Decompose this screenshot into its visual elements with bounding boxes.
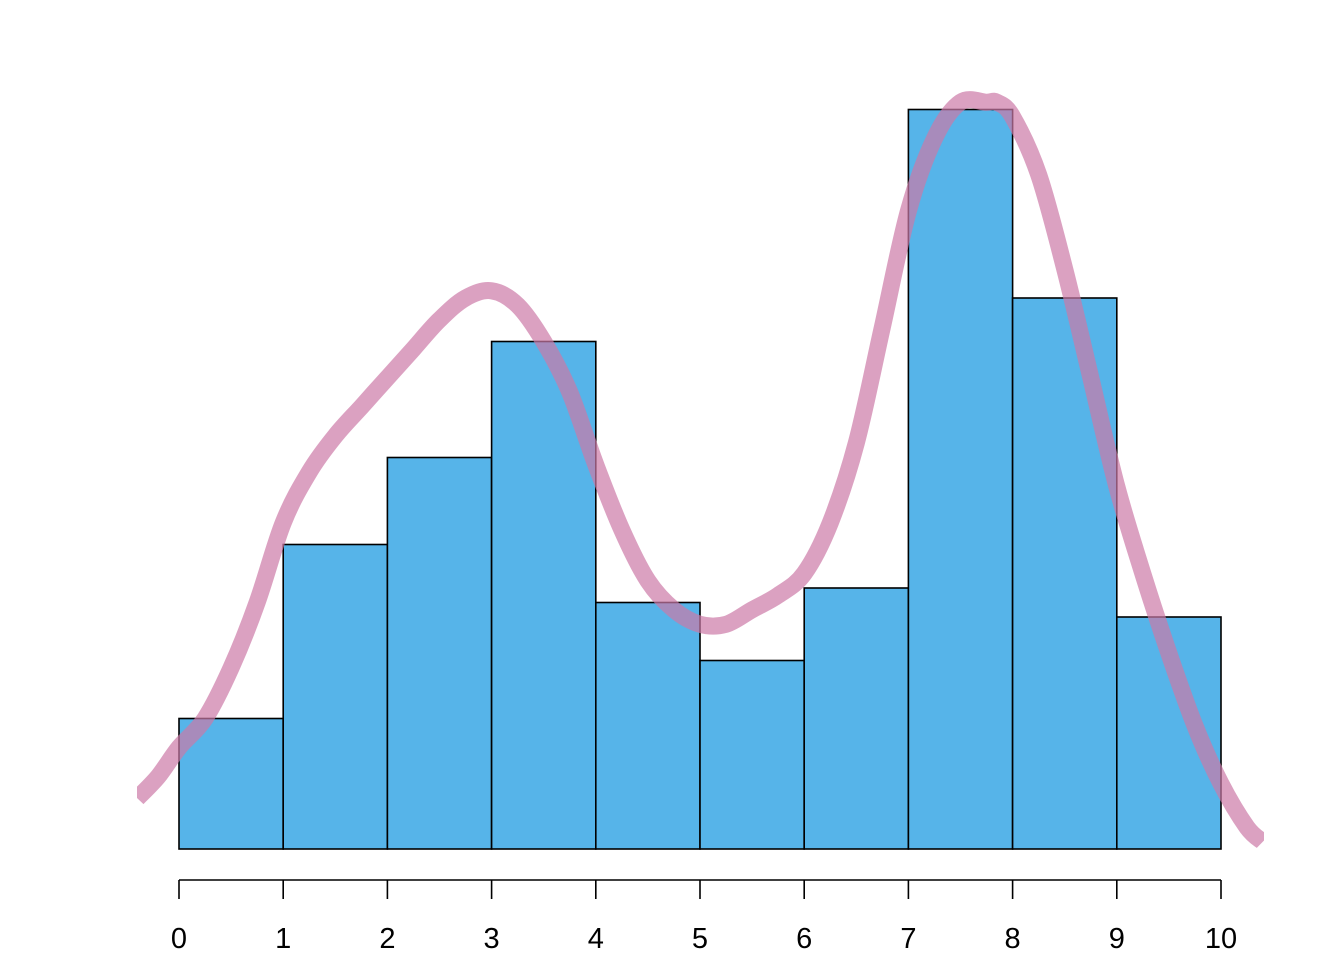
histogram-bar-7 (907, 108, 1014, 850)
x-tick-label-2: 2 (379, 923, 395, 955)
histogram-bar-4 (594, 601, 701, 850)
histogram-bar-5 (699, 659, 805, 850)
x-tick-label-10: 10 (1205, 923, 1237, 955)
x-tick-label-4: 4 (588, 923, 604, 955)
x-tick-label-9: 9 (1109, 923, 1125, 955)
density-curve (137, 91, 1264, 849)
x-tick-label-7: 7 (900, 923, 916, 955)
density-curve-layer (137, 91, 1264, 849)
x-tick-label-0: 0 (171, 923, 187, 955)
x-tick-label-6: 6 (796, 923, 812, 955)
histogram-bars (178, 108, 1222, 850)
histogram-bar-8 (1011, 297, 1118, 850)
histogram-bar-1 (282, 543, 389, 850)
x-tick-label-3: 3 (484, 923, 500, 955)
x-tick-label-5: 5 (692, 923, 708, 955)
x-axis: 0 1 2 3 4 5 6 7 8 9 10 (171, 879, 1237, 955)
x-tick-label-1: 1 (275, 923, 291, 955)
x-tick-label-8: 8 (1005, 923, 1021, 955)
histogram-bar-2 (386, 456, 493, 850)
histogram-bar-6 (803, 587, 910, 850)
